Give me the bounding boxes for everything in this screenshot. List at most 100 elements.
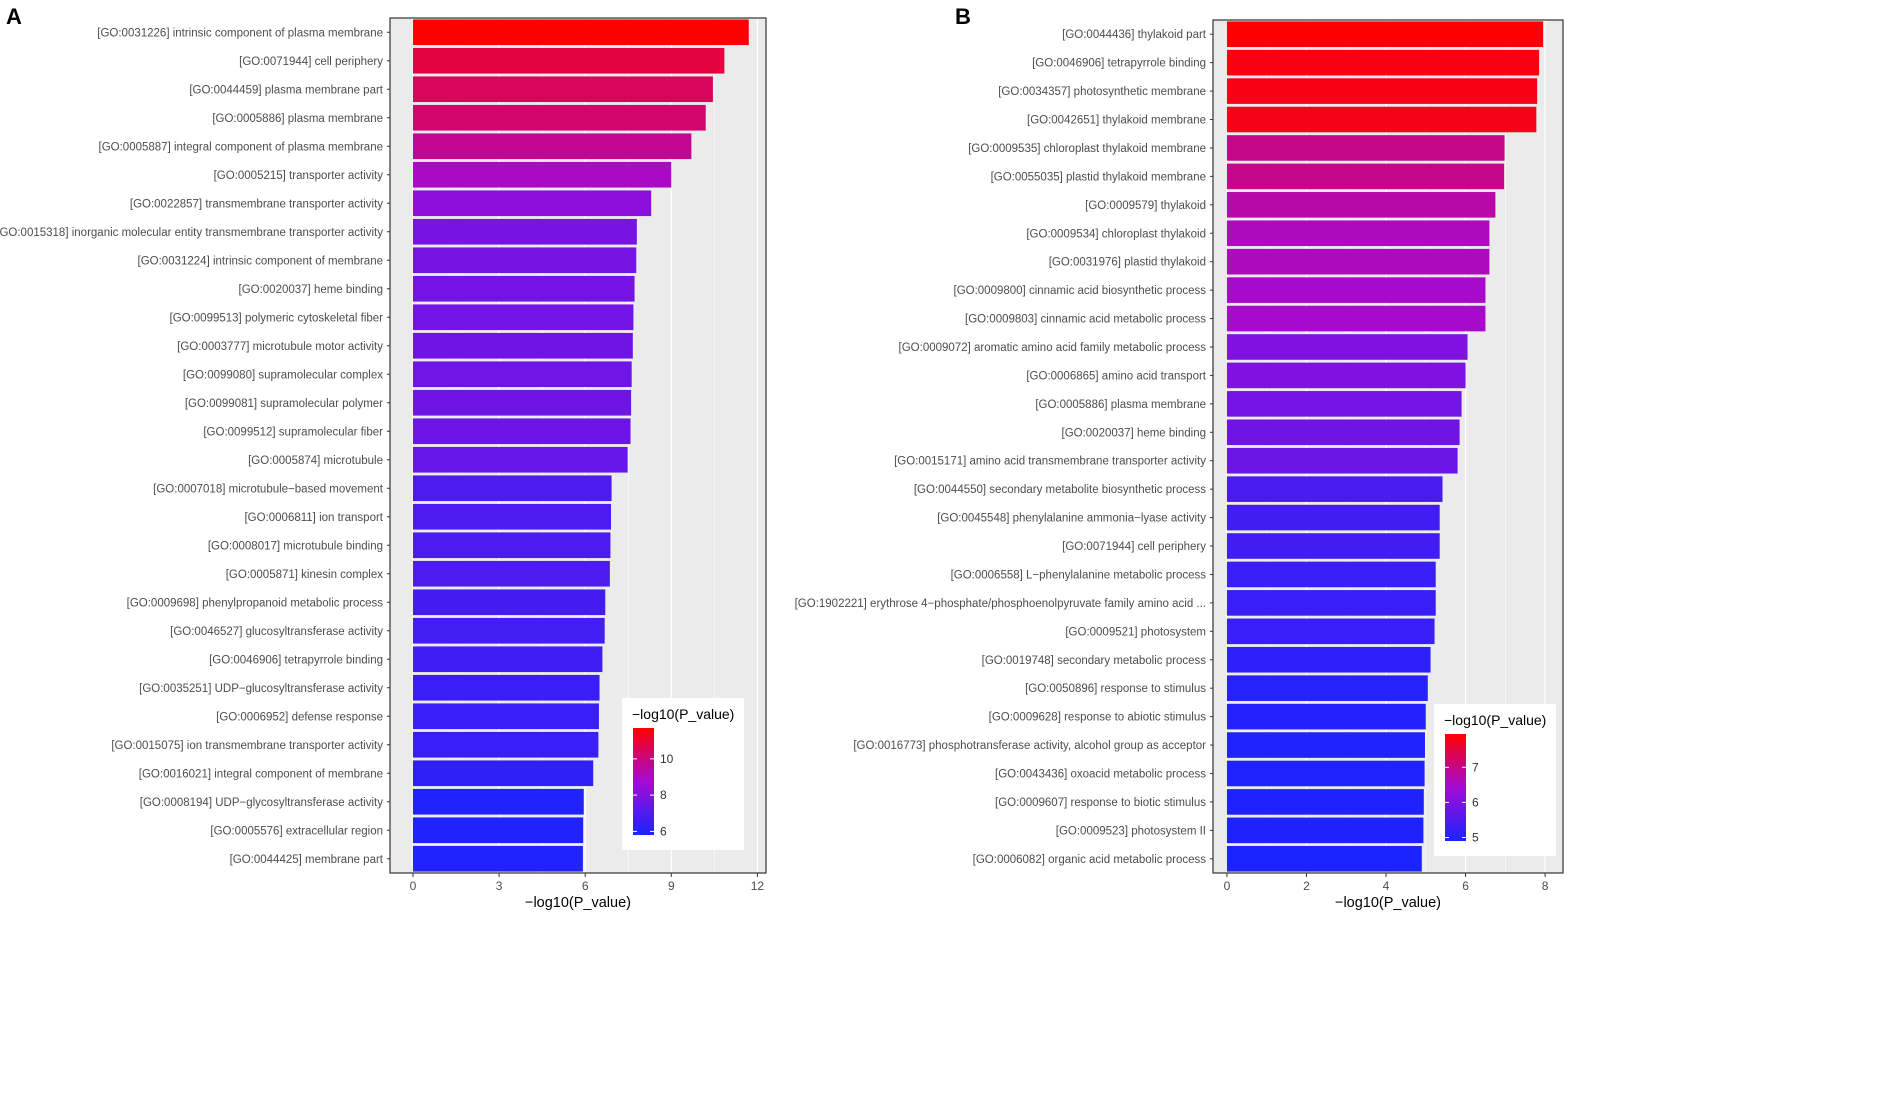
category-label: [GO:0044436] thylakoid part: [1062, 29, 1207, 41]
category-label: [GO:0071944] cell periphery: [1062, 541, 1206, 553]
bar: [1226, 760, 1425, 787]
category-label: [GO:0009628] response to abiotic stimulu…: [989, 712, 1207, 724]
category-label: [GO:0044425] membrane part: [230, 854, 384, 866]
category-label: [GO:0006952] defense response: [216, 711, 383, 723]
category-label: [GO:0006865] amino acid transport: [1026, 370, 1206, 382]
category-label: [GO:0031224] intrinsic component of memb…: [138, 255, 383, 267]
bar: [1226, 419, 1460, 446]
category-label: [GO:0009535] chloroplast thylakoid membr…: [968, 143, 1206, 155]
legend: −log10(P_value) 6 8 10: [622, 698, 744, 850]
bar: [412, 475, 612, 502]
colorbar-tick-label: 5: [1472, 830, 1479, 844]
bar: [412, 731, 599, 758]
category-label: [GO:0050896] response to stimulus: [1025, 683, 1206, 695]
bar: [1226, 845, 1422, 872]
category-label: [GO:0046527] glucosyltransferase activit…: [170, 626, 383, 638]
bar: [412, 247, 637, 274]
bar: [1226, 391, 1462, 417]
x-tick-label: 6: [1462, 879, 1469, 893]
category-label: [GO:0035251] UDP−glucosyltransferase act…: [139, 683, 383, 695]
bar: [412, 845, 583, 872]
bar: [1226, 106, 1537, 133]
category-label: [GO:0071944] cell periphery: [239, 56, 383, 68]
x-tick-label: 0: [1224, 879, 1231, 893]
category-label: [GO:0044459] plasma membrane part: [189, 84, 383, 96]
category-label: [GO:0003777] microtubule motor activity: [177, 341, 383, 353]
bar: [412, 788, 584, 815]
bar: [412, 446, 628, 473]
colorbar-tick-label: 8: [660, 788, 667, 802]
bar: [412, 332, 633, 359]
colorbar-tick-label: 10: [660, 752, 674, 766]
colorbar-tick-label: 6: [660, 824, 667, 838]
bar: [412, 19, 749, 46]
category-label: [GO:0008017] microtubule binding: [208, 540, 383, 552]
category-label: [GO:0046906] tetrapyrrole binding: [209, 654, 383, 666]
x-tick-label: 8: [1542, 879, 1549, 893]
panel-a-letter: A: [6, 4, 22, 29]
category-label: [GO:0031976] plastid thylakoid: [1049, 257, 1206, 269]
category-label: [GO:0020037] heme binding: [1062, 427, 1207, 439]
bar: [412, 133, 692, 160]
category-label: [GO:0044550] secondary metabolite biosyn…: [914, 484, 1206, 496]
bar: [412, 674, 600, 701]
bar: [1226, 192, 1496, 218]
category-label: [GO:0031226] intrinsic component of plas…: [97, 27, 383, 39]
x-tick-label: 2: [1303, 879, 1310, 893]
category-label: [GO:0009523] photosystem II: [1056, 825, 1206, 837]
legend-title: −log10(P_value): [1444, 712, 1546, 728]
category-label: [GO:0042651] thylakoid membrane: [1027, 115, 1206, 127]
category-label: [GO:0099081] supramolecular polymer: [185, 398, 383, 410]
bar: [412, 503, 612, 530]
category-label: [GO:0020037] heme binding: [239, 284, 384, 296]
category-label: [GO:0006811] ion transport: [244, 512, 383, 524]
chart-panel-b: [GO:0044436] thylakoid part [GO:0046906] …: [795, 19, 1564, 911]
legend: −log10(P_value) 5 6 7: [1434, 704, 1556, 856]
colorbar-tick-label: 7: [1472, 760, 1479, 774]
bar: [1226, 305, 1486, 332]
category-label: [GO:0005886] plasma membrane: [212, 113, 383, 125]
category-label: [GO:0015075] ion transmembrane transport…: [111, 740, 383, 752]
category-label: [GO:0099513] polymeric cytoskeletal fibe…: [170, 312, 384, 324]
panel-b-letter: B: [955, 4, 971, 29]
x-tick-label: 9: [668, 879, 675, 893]
bar: [412, 190, 652, 217]
category-label: [GO:0016773] phosphotransferase activity…: [853, 740, 1206, 752]
bar: [1226, 476, 1443, 502]
bar: [412, 418, 631, 445]
chart-panel-a: [GO:0031226] intrinsic component of plas…: [0, 17, 767, 911]
category-label: [GO:0009579] thylakoid: [1085, 200, 1206, 212]
bar: [1226, 590, 1436, 616]
category-label: [GO:0016021] integral component of membr…: [139, 768, 383, 780]
bar: [1226, 163, 1505, 190]
bar: [412, 304, 634, 331]
category-label: [GO:0045548] phenylalanine ammonia−lyase…: [937, 513, 1206, 525]
bar: [412, 389, 632, 416]
bar: [1226, 504, 1440, 531]
bar: [412, 646, 603, 673]
bar: [1226, 277, 1486, 303]
x-tick-label: 12: [751, 879, 765, 893]
colorbar: [633, 728, 654, 835]
category-label: [GO:0099080] supramolecular complex: [183, 369, 383, 381]
legend-title: −log10(P_value): [632, 706, 734, 722]
category-label: [GO:0005887] integral component of plasm…: [99, 141, 383, 153]
x-axis-title: −log10(P_value): [525, 895, 631, 911]
category-label: [GO:0007018] microtubule−based movement: [153, 483, 384, 495]
bar: [412, 817, 584, 844]
bar: [412, 218, 637, 245]
plot-border: [1212, 19, 1564, 874]
category-label: [GO:0005886] plasma membrane: [1035, 399, 1206, 411]
category-label: [GO:0005874] microtubule: [248, 455, 383, 467]
category-label: [GO:0009698] phenylpropanoid metabolic p…: [127, 597, 384, 609]
category-label: [GO:0009521] photosystem: [1065, 626, 1206, 638]
bar: [1226, 447, 1458, 474]
category-label: [GO:1902221] erythrose 4−phosphate/phosp…: [795, 598, 1206, 610]
bar: [1226, 220, 1490, 247]
bar: [412, 47, 725, 74]
bar: [1226, 732, 1425, 758]
bar: [1226, 334, 1468, 360]
category-label: [GO:0009800] cinnamic acid biosynthetic …: [954, 285, 1207, 297]
bar: [412, 76, 713, 103]
bar: [412, 560, 610, 587]
